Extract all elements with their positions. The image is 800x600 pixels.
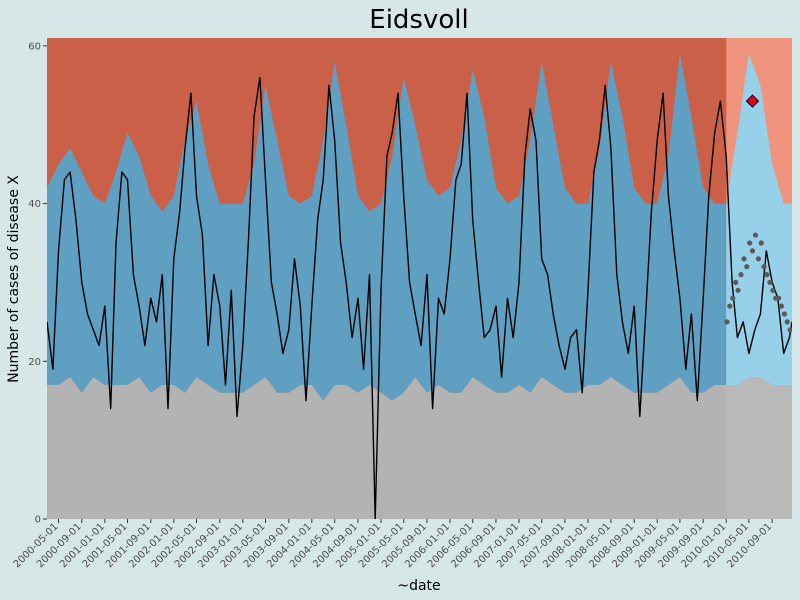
outbreak-marker <box>745 94 760 108</box>
y-axis-title: Number of cases of disease X <box>6 175 22 383</box>
y-axis: 0 20 40 60 <box>28 41 47 526</box>
forecast-point <box>752 232 759 238</box>
forecast-point <box>758 240 764 246</box>
forecast-shade <box>726 38 792 519</box>
y-tick-label: 60 <box>28 41 41 52</box>
forecast-point <box>747 240 753 246</box>
forecast-point <box>749 248 756 254</box>
y-tick-label: 0 <box>35 515 41 526</box>
forecast-point <box>744 264 750 270</box>
forecast-point <box>733 279 739 285</box>
forecast-point <box>776 295 782 301</box>
forecast-point <box>781 311 788 317</box>
forecast-region <box>726 38 792 519</box>
forecast-point <box>755 256 762 262</box>
x-axis-title: ~date <box>397 578 440 594</box>
y-tick-label: 40 <box>28 199 41 210</box>
expected-band <box>47 53 792 401</box>
y-tick-label: 20 <box>28 357 41 368</box>
forecast-point <box>738 272 744 278</box>
forecast-point <box>784 319 790 325</box>
plot-area <box>47 38 792 519</box>
forecast-point <box>730 295 736 301</box>
forecast-point <box>741 256 747 262</box>
forecast-point <box>761 264 767 270</box>
forecast-point <box>770 287 776 293</box>
forecast-point <box>735 287 741 293</box>
forecast-point <box>787 327 792 333</box>
forecast-point <box>767 279 773 285</box>
forecast-expected-band <box>726 53 792 385</box>
chart-title: Eidsvoll <box>369 5 468 35</box>
forecast-point <box>724 319 730 325</box>
baseline-band <box>47 377 792 519</box>
forecast-point <box>764 272 770 278</box>
observed-line <box>47 76 792 519</box>
forecast-baseline-band <box>726 377 792 519</box>
forecast-point <box>778 303 785 309</box>
forecast-point <box>727 303 733 309</box>
x-axis: 2000-05-012000-09-012001-01-012001-05-01… <box>12 519 774 570</box>
